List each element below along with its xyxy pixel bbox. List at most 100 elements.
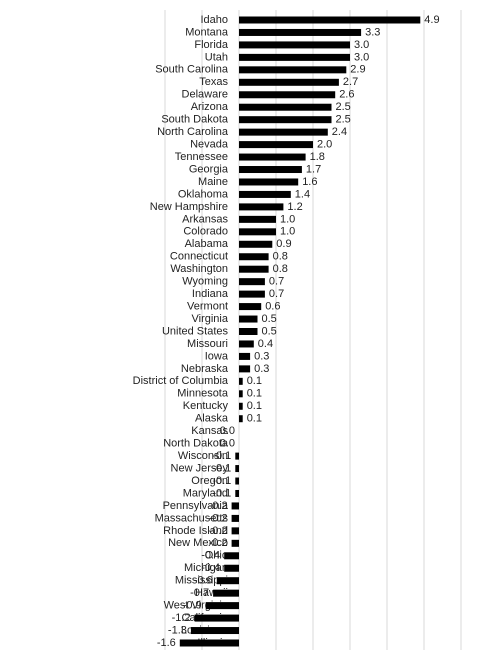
bar xyxy=(239,153,306,161)
category-label: South Carolina xyxy=(155,64,229,76)
bar xyxy=(239,402,243,410)
bar xyxy=(239,91,336,99)
category-label: Idaho xyxy=(200,14,228,26)
bar xyxy=(239,265,269,273)
bar xyxy=(235,489,239,497)
value-label: 0.8 xyxy=(273,251,288,263)
category-label: Washington xyxy=(170,263,228,275)
bar xyxy=(239,178,299,186)
value-label: 0.1 xyxy=(247,388,262,400)
category-label: Virginia xyxy=(192,313,229,325)
bar xyxy=(239,328,258,335)
category-label: South Dakota xyxy=(161,114,229,126)
value-label: -0.4 xyxy=(201,550,220,562)
value-label: 0.3 xyxy=(254,363,269,375)
category-label: Indiana xyxy=(192,288,229,300)
category-label: Mississippi xyxy=(175,575,228,587)
category-label: Georgia xyxy=(189,163,229,175)
value-label: -0.1 xyxy=(212,462,231,474)
value-label: -0.2 xyxy=(209,537,228,549)
value-label: 0.7 xyxy=(269,276,284,288)
value-label: -0.1 xyxy=(212,450,231,462)
category-label: Rhode Island xyxy=(163,525,228,537)
bar xyxy=(239,415,243,423)
value-label: 3.3 xyxy=(365,26,380,38)
category-label: Minnesota xyxy=(177,388,229,400)
category-label: Colorado xyxy=(183,226,228,238)
value-label: 0.1 xyxy=(247,413,262,425)
bar xyxy=(235,465,239,473)
category-label: Vermont xyxy=(187,300,228,312)
category-label: Florida xyxy=(194,39,229,51)
bar xyxy=(235,477,239,485)
value-label: 1.0 xyxy=(280,226,295,238)
value-label: 1.2 xyxy=(287,201,302,213)
bar xyxy=(231,527,239,535)
value-label: -0.1 xyxy=(212,487,231,499)
bar xyxy=(239,228,276,236)
category-label: Delaware xyxy=(182,89,228,101)
bar xyxy=(239,390,243,398)
value-label: 0.9 xyxy=(276,238,291,250)
bar xyxy=(239,78,339,86)
bar xyxy=(194,614,239,622)
bar xyxy=(239,28,362,36)
bar xyxy=(239,16,421,24)
category-label: Oregon xyxy=(191,475,228,487)
category-label: Oklahoma xyxy=(178,188,229,200)
value-label: 0.4 xyxy=(258,338,273,350)
category-label: Montana xyxy=(185,26,229,38)
value-label: 1.8 xyxy=(310,151,325,163)
value-label: -0.9 xyxy=(183,600,202,612)
category-label: Texas xyxy=(199,76,228,88)
category-label: Pennsylvania xyxy=(163,500,229,512)
bar xyxy=(231,502,239,510)
bar xyxy=(231,514,239,522)
value-label: -0.6 xyxy=(194,575,213,587)
category-label: New Hampshire xyxy=(150,201,228,213)
value-label: -0.1 xyxy=(212,475,231,487)
value-label: 0.8 xyxy=(273,263,288,275)
value-label: 4.9 xyxy=(424,14,439,26)
value-label: 2.5 xyxy=(336,101,351,113)
value-label: 0.1 xyxy=(247,375,262,387)
value-label: -0.2 xyxy=(209,500,228,512)
value-label: -0.4 xyxy=(201,562,220,574)
bar xyxy=(239,128,328,136)
bar xyxy=(216,577,239,585)
value-label: 0.5 xyxy=(262,313,277,325)
category-label: North Carolina xyxy=(157,126,229,138)
bar xyxy=(239,41,350,49)
bar xyxy=(235,452,239,460)
category-label: District of Columbia xyxy=(133,375,229,387)
bar xyxy=(239,190,291,198)
value-label: -1.2 xyxy=(172,612,191,624)
bar xyxy=(239,352,251,360)
bar xyxy=(239,340,254,348)
category-label: Wyoming xyxy=(182,276,228,288)
bar xyxy=(239,365,251,373)
category-label: Kentucky xyxy=(183,400,229,412)
value-label: -0.7 xyxy=(190,587,209,599)
bar xyxy=(239,377,243,385)
value-label: 2.5 xyxy=(336,114,351,126)
bar xyxy=(205,602,239,610)
category-label: Massachusetts xyxy=(155,512,229,524)
value-label: 3.0 xyxy=(354,39,369,51)
value-label: -1.6 xyxy=(157,637,176,649)
category-label: Iowa xyxy=(205,350,229,362)
value-label: 0.0 xyxy=(220,438,235,450)
bar xyxy=(239,203,284,211)
category-label: Wisconsin xyxy=(178,450,228,462)
category-label: New Jersey xyxy=(171,462,229,474)
bar xyxy=(179,639,239,647)
bar xyxy=(239,240,273,248)
bar xyxy=(239,215,276,223)
category-label: Arizona xyxy=(191,101,229,113)
bar xyxy=(239,66,347,74)
category-label: Tennessee xyxy=(175,151,228,163)
category-label: Nebraska xyxy=(181,363,229,375)
value-label: 2.6 xyxy=(339,89,354,101)
bar xyxy=(239,166,302,174)
